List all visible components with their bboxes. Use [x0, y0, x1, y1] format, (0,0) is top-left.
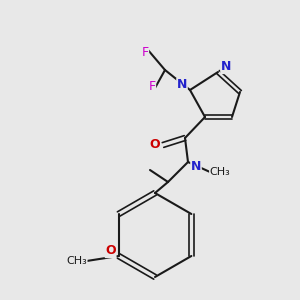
- Text: O: O: [105, 244, 116, 257]
- Text: CH₃: CH₃: [210, 167, 230, 177]
- Text: N: N: [221, 61, 231, 74]
- Text: N: N: [177, 79, 187, 92]
- Text: CH₃: CH₃: [66, 256, 87, 266]
- Text: O: O: [150, 139, 160, 152]
- Text: F: F: [148, 80, 156, 92]
- Text: F: F: [141, 46, 148, 59]
- Text: N: N: [191, 160, 201, 173]
